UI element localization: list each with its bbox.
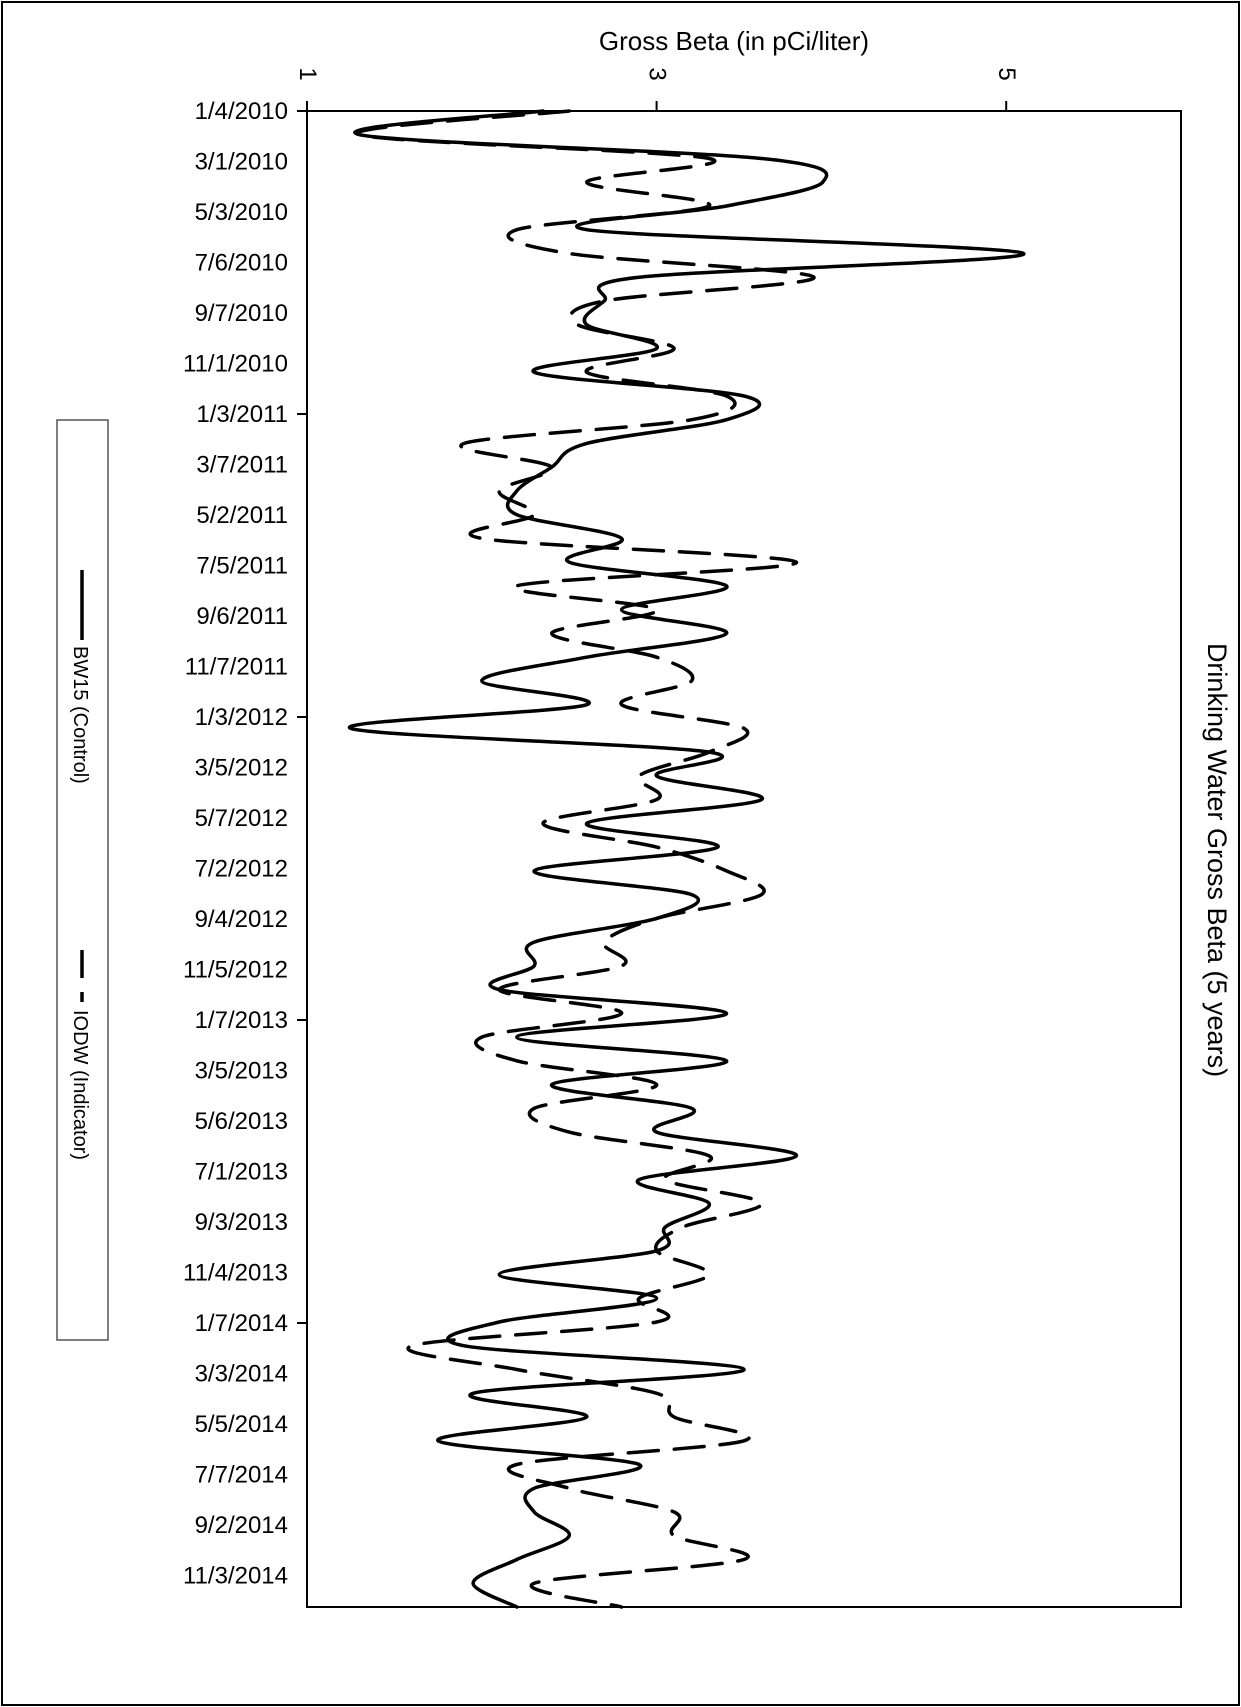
- time-tick-label-6: 1/3/2011: [196, 401, 288, 428]
- time-tick-label-5: 11/1/2010: [183, 351, 288, 378]
- time-tick-label-2: 5/3/2010: [195, 199, 288, 226]
- time-tick-label-26: 5/5/2014: [195, 1411, 288, 1438]
- time-tick-label-13: 3/5/2012: [195, 755, 288, 782]
- time-tick-label-21: 7/1/2013: [195, 1159, 288, 1186]
- time-tick-label-22: 9/3/2013: [195, 1209, 288, 1236]
- time-tick-label-23: 11/4/2013: [183, 1260, 288, 1287]
- legend-label-indicator: IODW (Indicator): [69, 1010, 91, 1160]
- time-tick-label-3: 7/6/2010: [195, 250, 288, 277]
- time-tick-label-24: 1/7/2014: [195, 1310, 288, 1337]
- time-tick-label-17: 11/5/2012: [183, 957, 288, 984]
- time-tick-label-27: 7/7/2014: [195, 1462, 288, 1489]
- legend-label-control: BW15 (Control): [69, 646, 91, 784]
- series-line-bw15-control: [347, 109, 1026, 1609]
- value-tick-label-1: 3: [644, 67, 671, 80]
- time-tick-label-28: 9/2/2014: [195, 1512, 288, 1539]
- time-tick-label-14: 5/7/2012: [195, 805, 288, 832]
- time-tick-label-8: 5/2/2011: [196, 502, 288, 529]
- time-tick-label-18: 1/7/2013: [195, 1007, 288, 1034]
- time-tick-label-0: 1/4/2010: [195, 98, 288, 125]
- time-tick-label-16: 9/4/2012: [195, 906, 288, 933]
- time-tick-label-10: 9/6/2011: [196, 603, 288, 630]
- time-tick-label-4: 9/7/2010: [195, 300, 288, 327]
- series-layer: [347, 109, 1026, 1609]
- time-axis: 1/4/2010 3/1/2010 5/3/2010 7/6/2010 9/7/2010…: [183, 98, 307, 1590]
- value-tick-label-2: 5: [993, 67, 1020, 80]
- value-axis-title: Gross Beta (in pCi/liter): [599, 26, 869, 56]
- legend-box: [56, 419, 109, 1341]
- time-tick-label-29: 11/3/2014: [183, 1563, 288, 1590]
- time-tick-label-12: 1/3/2012: [195, 704, 288, 731]
- value-axis: 1 3 5: [294, 67, 1020, 111]
- time-tick-label-9: 7/5/2011: [196, 553, 288, 580]
- value-tick-label-0: 1: [294, 67, 321, 80]
- plot-area: [306, 110, 1182, 1608]
- chart-title: Drinking Water Gross Beta (5 years): [1202, 643, 1232, 1077]
- time-tick-label-1: 3/1/2010: [195, 149, 288, 176]
- time-tick-label-7: 3/7/2011: [196, 452, 288, 479]
- time-tick-label-11: 11/7/2011: [185, 654, 288, 681]
- legend: BW15 (Control) IODW (Indicator): [56, 419, 109, 1341]
- time-tick-label-25: 3/3/2014: [195, 1361, 288, 1388]
- time-tick-label-15: 7/2/2012: [195, 856, 288, 883]
- time-tick-label-19: 3/5/2013: [195, 1058, 288, 1085]
- time-tick-label-20: 5/6/2013: [195, 1108, 288, 1135]
